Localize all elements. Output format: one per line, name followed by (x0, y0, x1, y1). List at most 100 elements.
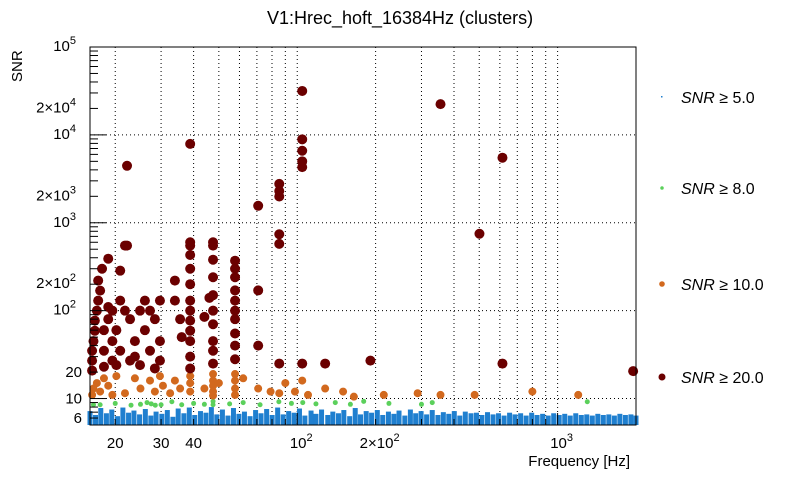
data-point (264, 409, 270, 425)
data-point (97, 402, 103, 408)
data-point (241, 411, 247, 425)
data-point (600, 414, 606, 425)
data-point (391, 413, 397, 425)
data-point (111, 360, 122, 371)
data-point (185, 336, 196, 347)
data-point (137, 414, 143, 425)
legend-label: SNR ≥ 10.0 (681, 277, 764, 294)
data-point (275, 389, 284, 398)
x-tick-label: 20 (107, 435, 124, 452)
data-point (363, 411, 369, 425)
x-tick-label: 40 (185, 435, 202, 452)
legend-marker (660, 186, 664, 190)
data-point (93, 295, 104, 306)
data-point (274, 238, 285, 249)
data-point (230, 263, 241, 274)
data-point (230, 255, 241, 266)
data-point (584, 399, 590, 405)
data-point (99, 374, 108, 383)
data-point (321, 384, 330, 393)
data-point (573, 413, 579, 425)
series-3 (87, 85, 639, 377)
data-point (181, 413, 187, 425)
data-point (158, 381, 167, 390)
data-point (139, 325, 150, 336)
data-point (413, 413, 419, 425)
data-point (112, 372, 121, 381)
data-point (254, 384, 263, 393)
data-point (87, 345, 98, 356)
data-point (611, 415, 617, 425)
data-point (185, 263, 196, 274)
data-point (154, 355, 165, 366)
data-point (92, 379, 101, 388)
data-point (208, 336, 219, 347)
data-point (169, 295, 180, 306)
data-point (497, 358, 508, 369)
data-point (297, 134, 308, 145)
data-point (473, 412, 479, 425)
data-point (209, 370, 218, 379)
data-point (115, 265, 126, 276)
data-point (154, 295, 165, 306)
legend-marker (659, 281, 665, 287)
legend-label: SNR ≥ 5.0 (681, 90, 755, 107)
data-point (185, 249, 196, 260)
legend-marker (658, 373, 666, 381)
y-tick-label: 105 (53, 35, 76, 55)
data-point (407, 409, 413, 425)
data-point (88, 336, 99, 347)
data-point (210, 402, 216, 408)
data-point (468, 413, 474, 425)
data-point (185, 240, 196, 251)
data-point (429, 410, 435, 425)
data-point (286, 411, 292, 425)
data-point (231, 384, 240, 393)
data-point (149, 363, 160, 374)
data-point (89, 325, 100, 336)
data-point (104, 381, 113, 390)
data-points (87, 85, 639, 425)
data-point (276, 399, 282, 405)
data-point (280, 414, 286, 425)
data-point (230, 295, 241, 306)
data-point (418, 401, 424, 407)
data-point (369, 412, 375, 425)
data-point (139, 295, 150, 306)
data-point (142, 409, 148, 425)
chart-title: V1:Hrec_hoft_16384Hz (clusters) (267, 8, 533, 29)
data-point (628, 414, 634, 425)
data-point (523, 415, 529, 425)
data-point (137, 401, 143, 407)
data-point (339, 387, 348, 396)
data-point (274, 229, 285, 240)
legend-label: SNR ≥ 8.0 (681, 181, 755, 198)
data-point (114, 416, 120, 425)
data-point (146, 376, 155, 385)
data-point (253, 340, 264, 351)
data-point (451, 411, 457, 425)
data-point (109, 409, 115, 425)
data-point (170, 376, 179, 385)
x-tick-label: 30 (153, 435, 170, 452)
data-point (154, 336, 165, 347)
data-point (125, 314, 136, 325)
data-point (208, 290, 219, 301)
data-point (87, 365, 98, 376)
data-point (98, 408, 104, 425)
data-point (122, 160, 133, 171)
data-point (296, 408, 302, 425)
grid-lines (90, 46, 637, 425)
y-tick-label: 20 (65, 364, 82, 381)
data-point (230, 354, 241, 365)
data-point (379, 390, 388, 399)
data-point (179, 402, 185, 408)
data-point (490, 414, 496, 425)
data-point (98, 361, 109, 372)
data-point (479, 414, 485, 425)
data-point (203, 412, 209, 425)
data-point (274, 191, 285, 202)
data-point (115, 295, 126, 306)
data-point (208, 319, 219, 330)
data-point (365, 355, 376, 366)
